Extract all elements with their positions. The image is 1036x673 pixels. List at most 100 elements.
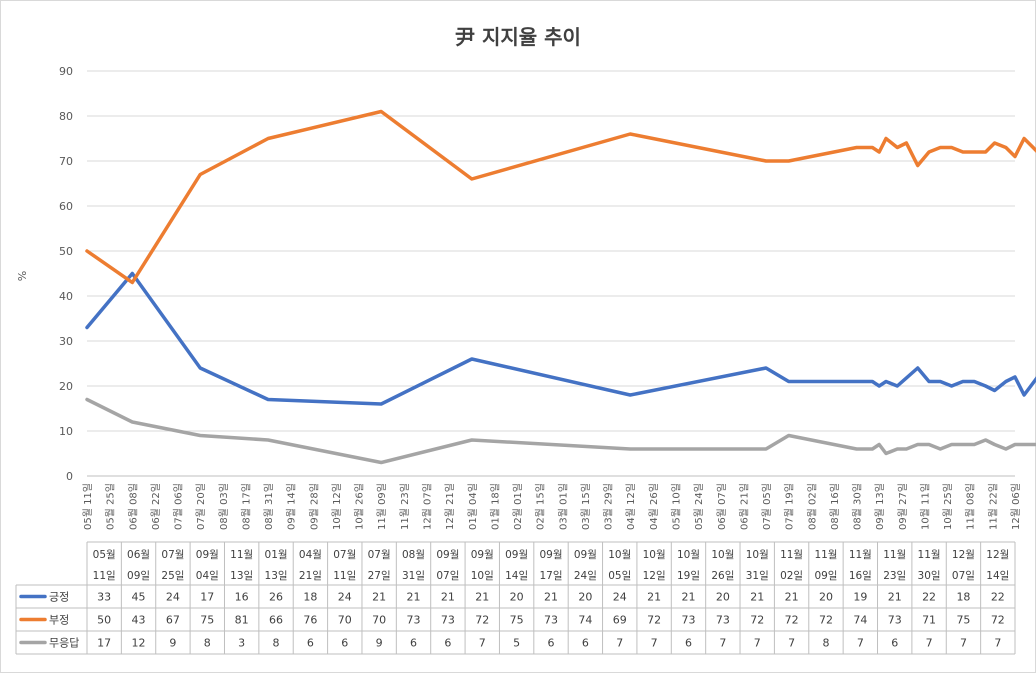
table-header-day: 11일 xyxy=(333,569,356,582)
x-tick-label: 12월 06일 xyxy=(1010,483,1022,530)
table-header-day: 09일 xyxy=(814,569,837,582)
table-cell: 7 xyxy=(754,637,761,650)
table-header-day: 05일 xyxy=(608,569,631,582)
table-header-month: 10월 xyxy=(677,549,700,561)
x-tick-label: 08월 16일 xyxy=(829,483,841,530)
y-tick-label: 20 xyxy=(59,380,73,393)
table-cell: 70 xyxy=(372,614,386,627)
x-tick-label: 10월 26일 xyxy=(354,483,366,530)
table-header-day: 26일 xyxy=(711,569,734,582)
table-cell: 12 xyxy=(132,637,146,650)
table-cell: 7 xyxy=(479,637,486,650)
table-header-month: 05월 xyxy=(93,549,116,561)
table-cell: 8 xyxy=(273,637,280,650)
table-header-day: 19일 xyxy=(677,569,700,582)
table-header-month: 10월 xyxy=(608,549,631,561)
table-header-day: 04일 xyxy=(196,569,219,582)
table-cell: 21 xyxy=(750,591,764,604)
table-header-day: 25일 xyxy=(161,569,184,582)
table-cell: 7 xyxy=(651,637,658,650)
table-cell: 33 xyxy=(97,591,111,604)
table-cell: 7 xyxy=(857,637,864,650)
x-tick-label: 12월 21일 xyxy=(444,483,456,530)
table-cell: 21 xyxy=(785,591,799,604)
x-tick-label: 12월 07일 xyxy=(422,483,434,530)
table-header-month: 11월 xyxy=(918,549,941,561)
table-header-day: 09일 xyxy=(127,569,150,582)
x-tick-label: 11월 08일 xyxy=(965,483,977,530)
x-tick-label: 11월 09일 xyxy=(376,483,388,530)
table-cell: 75 xyxy=(510,614,524,627)
table-header-month: 09월 xyxy=(505,549,528,561)
y-tick-label: 0 xyxy=(66,470,73,483)
table-header-day: 21일 xyxy=(299,569,322,582)
table-cell: 17 xyxy=(97,637,111,650)
x-tick-label: 05월 10일 xyxy=(670,483,682,530)
table-header-month: 12월 xyxy=(952,549,975,561)
table-header-month: 09월 xyxy=(574,549,597,561)
table-header-day: 14일 xyxy=(505,569,528,582)
table-cell: 18 xyxy=(303,591,317,604)
x-tick-label: 11월 22일 xyxy=(987,483,999,530)
table-cell: 22 xyxy=(991,591,1005,604)
x-tick-label: 01월 18일 xyxy=(489,483,501,530)
x-tick-label: 08월 17일 xyxy=(240,483,252,530)
table-header-month: 10월 xyxy=(711,549,734,561)
y-tick-label: 60 xyxy=(59,200,73,213)
series-line-부정 xyxy=(85,109,1036,285)
table-header-month: 11월 xyxy=(780,549,803,561)
table-cell: 6 xyxy=(307,637,314,650)
table-header-month: 07월 xyxy=(333,549,356,561)
x-tick-label: 07월 20일 xyxy=(195,483,207,530)
table-header-month: 01월 xyxy=(265,549,288,561)
table-header-day: 13일 xyxy=(230,569,253,582)
x-tick-label: 06월 07일 xyxy=(716,483,728,530)
table-header-day: 02일 xyxy=(780,569,803,582)
table-cell: 21 xyxy=(888,591,902,604)
x-tick-label: 03월 29일 xyxy=(603,483,615,530)
data-table: 05월 11일 06월 09일 07월 25일 09월 04일 11월 13일 01월 13일 04월 2… xyxy=(15,541,1016,655)
table-header-month: 09월 xyxy=(436,549,459,561)
table-cell: 24 xyxy=(166,591,180,604)
x-tick-label: 10월 25일 xyxy=(942,483,954,530)
table-cell: 6 xyxy=(582,637,589,650)
table-cell: 70 xyxy=(338,614,352,627)
table-cell: 8 xyxy=(204,637,211,650)
table-header-day: 11일 xyxy=(93,569,116,582)
table-header-month: 11월 xyxy=(849,549,872,561)
y-tick-label: 40 xyxy=(59,290,73,303)
table-cell: 72 xyxy=(785,614,799,627)
x-tick-label: 01월 04일 xyxy=(467,483,479,530)
table-header-month: 04월 xyxy=(299,549,322,561)
series-line-긍정 xyxy=(85,271,1036,406)
x-tick-label: 10월 12일 xyxy=(331,483,343,530)
table-cell: 6 xyxy=(444,637,451,650)
y-tick-label: 70 xyxy=(59,155,73,168)
table-cell: 7 xyxy=(719,637,726,650)
x-tick-label: 03월 15일 xyxy=(580,483,592,530)
x-tick-label: 09월 28일 xyxy=(308,483,320,530)
table-cell: 75 xyxy=(956,614,970,627)
table-cell: 73 xyxy=(888,614,902,627)
x-tick-label: 04월 26일 xyxy=(648,483,660,530)
table-header-month: 08월 xyxy=(402,549,425,561)
table-cell: 22 xyxy=(922,591,936,604)
table-cell: 18 xyxy=(956,591,970,604)
table-cell: 6 xyxy=(548,637,555,650)
table-cell: 71 xyxy=(922,614,936,627)
table-cell: 21 xyxy=(544,591,558,604)
x-tick-label: 09월 14일 xyxy=(286,483,298,530)
table-cell: 20 xyxy=(819,591,833,604)
y-tick-label: 80 xyxy=(59,110,73,123)
table-cell: 7 xyxy=(788,637,795,650)
table-cell: 5 xyxy=(513,637,520,650)
table-cell: 21 xyxy=(681,591,695,604)
table-cell: 6 xyxy=(891,637,898,650)
table-cell: 8 xyxy=(822,637,829,650)
table-cell: 7 xyxy=(960,637,967,650)
table-cell: 20 xyxy=(510,591,524,604)
table-cell: 81 xyxy=(235,614,249,627)
table-cell: 74 xyxy=(578,614,592,627)
x-tick-label: 10월 11일 xyxy=(919,483,931,530)
